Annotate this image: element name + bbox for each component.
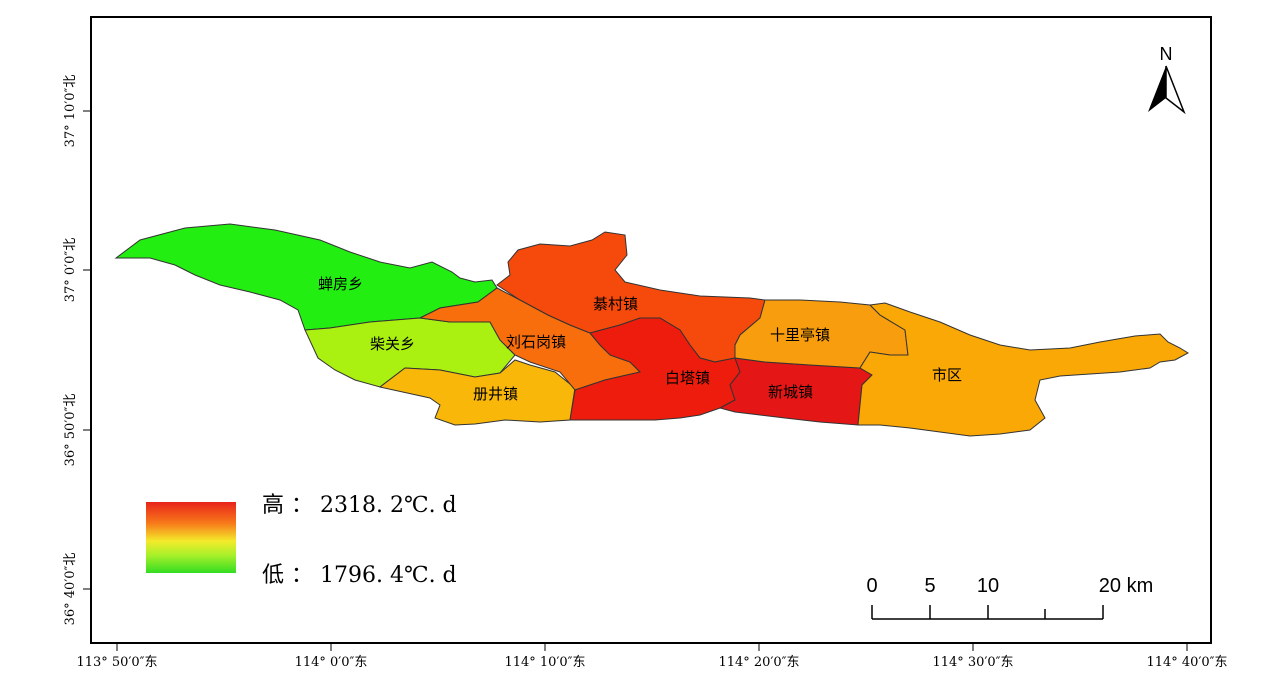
label-baita: 白塔镇 — [665, 369, 710, 387]
region-labels: 蝉房乡 柴关乡 册井镇 刘石岗镇 綦村镇 白塔镇 新城镇 十里亭镇 市区 — [318, 275, 962, 403]
x-axis: 113° 50′0″东 114° 0′0″东 114° 10′0″东 114° … — [76, 643, 1228, 670]
scale-bar: 0 5 10 20 km — [866, 575, 1153, 620]
north-arrow: N — [1148, 44, 1186, 115]
regions-layer — [114, 223, 1189, 437]
y-axis: 37° 10′0″北 37° 0′0″北 36° 50′0″北 36° 40′0… — [63, 75, 91, 626]
y-tick-label: 37° 0′0″北 — [63, 238, 78, 303]
y-tick-label: 36° 40′0″北 — [63, 553, 78, 626]
north-arrow-icon-outline — [1165, 65, 1186, 115]
region-baita[interactable] — [569, 317, 741, 421]
x-tick-label: 114° 20′0″东 — [718, 655, 799, 670]
label-chanfang: 蝉房乡 — [318, 275, 363, 293]
scale-label: 5 — [924, 575, 935, 597]
scale-label: 20 km — [1099, 575, 1153, 597]
x-tick-label: 114° 40′0″东 — [1146, 655, 1227, 670]
north-arrow-label: N — [1160, 44, 1173, 64]
label-qincun: 綦村镇 — [593, 295, 638, 313]
legend-high-label: 高 ： 2318. 2℃. d — [262, 493, 457, 518]
legend: 高 ： 2318. 2℃. d 低 ： 1796. 4℃. d — [146, 493, 457, 588]
x-tick-label: 113° 50′0″东 — [76, 655, 157, 670]
scale-label: 10 — [977, 575, 999, 597]
label-shiqu: 市区 — [932, 366, 962, 384]
legend-low-label: 低 ： 1796. 4℃. d — [262, 563, 457, 588]
north-arrow-icon — [1148, 66, 1166, 112]
legend-gradient-bar — [146, 502, 236, 573]
x-tick-label: 114° 30′0″东 — [932, 655, 1013, 670]
y-tick-label: 36° 50′0″北 — [63, 394, 78, 467]
x-tick-label: 114° 10′0″东 — [504, 655, 585, 670]
x-tick-label: 114° 0′0″东 — [295, 655, 368, 670]
scale-label: 0 — [866, 575, 877, 597]
label-liushigang: 刘石岗镇 — [506, 333, 566, 351]
region-shiqu[interactable] — [857, 302, 1189, 437]
y-tick-label: 37° 10′0″北 — [63, 75, 78, 148]
label-xincheng: 新城镇 — [768, 383, 813, 401]
label-chaiguan: 柴关乡 — [370, 335, 415, 353]
label-shiliting: 十里亭镇 — [770, 326, 830, 344]
label-cejing: 册井镇 — [473, 385, 518, 403]
